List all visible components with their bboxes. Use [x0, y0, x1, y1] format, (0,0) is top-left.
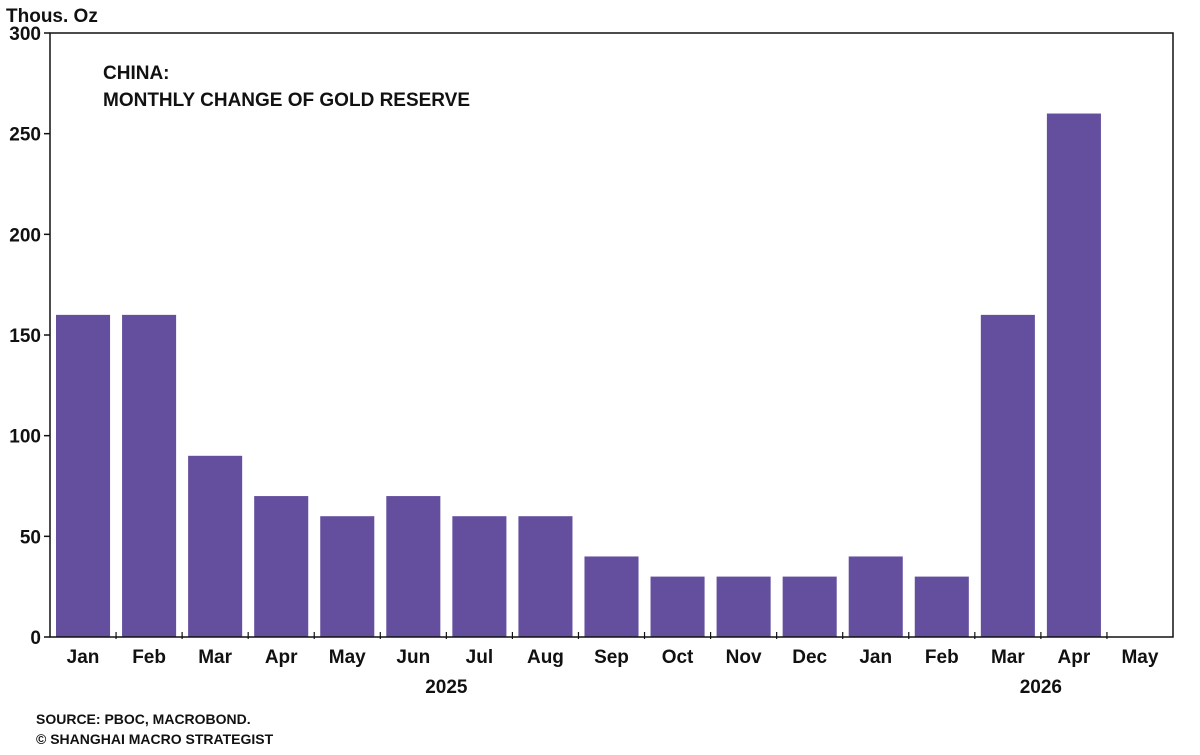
y-tick-label-0: 0 — [30, 628, 41, 649]
y-tick-label-50: 50 — [20, 527, 41, 548]
bar-aug-7 — [518, 516, 573, 637]
bar-may-4 — [320, 516, 375, 637]
chart-title-line-2: MONTHLY CHANGE OF GOLD RESERVE — [103, 90, 471, 111]
x-tick-label-feb-13: Feb — [925, 647, 959, 668]
x-tick-label-mar-14: Mar — [991, 647, 1025, 668]
x-tick-label-dec-11: Dec — [792, 647, 827, 668]
chart-title: CHINA: MONTHLY CHANGE OF GOLD RESERVE — [103, 60, 470, 114]
x-tick-label-jun-5: Jun — [396, 647, 430, 668]
x-tick-label-sep-8: Sep — [594, 647, 629, 668]
x-tick-label-oct-9: Oct — [662, 647, 694, 668]
bar-jul-6 — [452, 516, 507, 637]
x-tick-label-nov-10: Nov — [726, 647, 762, 668]
x-tick-label-jul-6: Jul — [466, 647, 493, 668]
x-tick-label-jan-0: Jan — [67, 647, 100, 668]
source-line: SOURCE: PBOC, MACROBOND. — [36, 711, 251, 727]
x-tick-label-may-4: May — [329, 647, 366, 668]
x-tick-label-apr-15: Apr — [1058, 647, 1091, 668]
x-tick-label-mar-2: Mar — [198, 647, 232, 668]
bar-jan-0 — [56, 314, 111, 637]
x-tick-label-jan-12: Jan — [859, 647, 892, 668]
x-tick-label-apr-3: Apr — [265, 647, 298, 668]
y-tick-label-300: 300 — [9, 24, 41, 45]
x-tick-label-feb-1: Feb — [132, 647, 166, 668]
source-note: SOURCE: PBOC, MACROBOND. © SHANGHAI MACR… — [36, 709, 273, 749]
y-tick-label-150: 150 — [9, 326, 41, 347]
x-tick-label-aug-7: Aug — [527, 647, 564, 668]
y-axis-unit-label: Thous. Oz — [6, 6, 98, 27]
bar-oct-9 — [650, 576, 705, 637]
y-tick-label-200: 200 — [9, 225, 41, 246]
bar-apr-3 — [254, 496, 309, 637]
year-label-2025: 2025 — [425, 677, 468, 698]
bar-feb-1 — [122, 314, 177, 637]
y-tick-label-250: 250 — [9, 125, 41, 146]
year-label-2026: 2026 — [1020, 677, 1062, 698]
bar-jan-12 — [848, 556, 903, 637]
bar-sep-8 — [584, 556, 639, 637]
bar-mar-14 — [980, 314, 1035, 637]
bar-apr-15 — [1046, 113, 1101, 638]
bar-mar-2 — [188, 455, 243, 637]
bar-nov-10 — [716, 576, 771, 637]
copyright-line: © SHANGHAI MACRO STRATEGIST — [36, 731, 274, 747]
bar-feb-13 — [914, 576, 969, 637]
bar-dec-11 — [782, 576, 837, 637]
y-tick-label-100: 100 — [9, 427, 41, 448]
chart-title-line-1: CHINA: — [103, 63, 170, 84]
bar-jun-5 — [386, 496, 441, 637]
x-tick-label-may-16: May — [1121, 647, 1158, 668]
